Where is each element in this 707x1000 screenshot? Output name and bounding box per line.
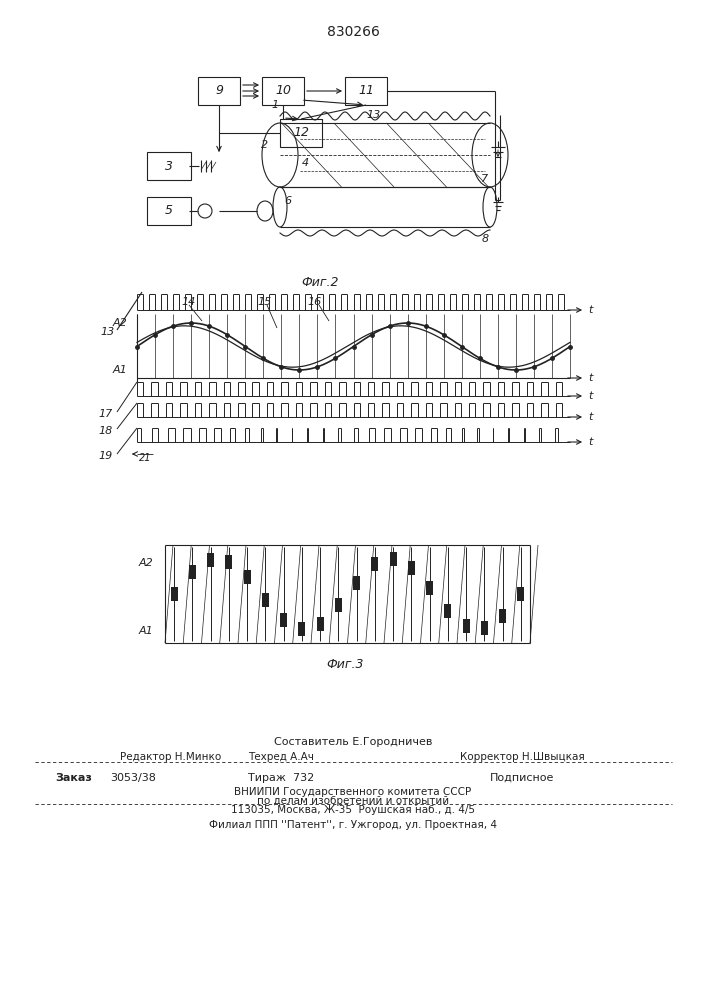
Text: 16: 16	[308, 297, 322, 307]
Bar	[147, 152, 191, 180]
Bar	[445, 604, 451, 618]
Text: 17: 17	[99, 409, 113, 419]
Bar	[170, 587, 177, 601]
Text: t: t	[588, 412, 592, 422]
Bar	[408, 561, 415, 575]
Text: t: t	[588, 391, 592, 401]
Bar	[298, 622, 305, 636]
Text: 3053/38: 3053/38	[110, 773, 156, 783]
Text: 13: 13	[101, 327, 115, 337]
Text: 10: 10	[275, 85, 291, 98]
Bar	[147, 197, 191, 225]
Text: Редактор Н.Минко: Редактор Н.Минко	[120, 752, 221, 762]
Bar	[198, 77, 240, 105]
Bar	[371, 557, 378, 571]
Bar	[189, 565, 196, 579]
Text: 1: 1	[271, 100, 279, 110]
Text: A1: A1	[139, 626, 153, 636]
Text: Филиал ППП ''Патент'', г. Ужгород, ул. Проектная, 4: Филиал ППП ''Патент'', г. Ужгород, ул. П…	[209, 820, 497, 830]
Text: 6: 6	[284, 196, 291, 206]
Text: 19: 19	[99, 451, 113, 461]
Text: A1: A1	[112, 365, 127, 375]
Text: A2: A2	[139, 558, 153, 568]
Bar	[335, 598, 342, 612]
Text: Корректор Н.Швыцкая: Корректор Н.Швыцкая	[460, 752, 585, 762]
Text: 13: 13	[367, 110, 381, 120]
Text: 4: 4	[301, 158, 308, 168]
Bar	[518, 587, 525, 601]
Bar	[262, 593, 269, 607]
Text: 8: 8	[481, 234, 489, 244]
Bar	[207, 553, 214, 567]
Text: по делам изобретений и открытий: по делам изобретений и открытий	[257, 796, 449, 806]
Bar	[426, 581, 433, 595]
Text: Заказ: Заказ	[55, 773, 92, 783]
Text: 5: 5	[165, 205, 173, 218]
Text: Тираж  732: Тираж 732	[248, 773, 314, 783]
Text: 2: 2	[262, 140, 269, 150]
Text: t: t	[588, 437, 592, 447]
Bar	[226, 555, 233, 569]
Text: 113035, Москва, Ж-35  Роушская наб., д. 4/5: 113035, Москва, Ж-35 Роушская наб., д. 4…	[231, 805, 475, 815]
Text: 11: 11	[358, 85, 374, 98]
Text: ВНИИПИ Государственного комитета СССР: ВНИИПИ Государственного комитета СССР	[235, 787, 472, 797]
Text: 12: 12	[293, 126, 309, 139]
Bar	[317, 617, 324, 631]
Bar	[499, 609, 506, 623]
Text: Составитель Е.Городничев: Составитель Е.Городничев	[274, 737, 432, 747]
Text: t: t	[588, 373, 592, 383]
Bar	[262, 77, 304, 105]
Text: A2: A2	[112, 318, 127, 328]
Bar	[244, 570, 250, 584]
Text: Фиг.3: Фиг.3	[326, 658, 363, 672]
Text: 9: 9	[215, 85, 223, 98]
Text: 18: 18	[99, 426, 113, 436]
Text: 14: 14	[182, 297, 196, 307]
Text: 15: 15	[258, 297, 272, 307]
Text: 21: 21	[139, 453, 151, 463]
Bar	[345, 77, 387, 105]
Text: 7: 7	[481, 174, 489, 184]
Text: Фиг.2: Фиг.2	[301, 275, 339, 288]
Bar	[390, 552, 397, 566]
Text: 3: 3	[165, 159, 173, 172]
Bar	[481, 621, 488, 635]
Bar	[280, 119, 322, 147]
Bar	[462, 619, 469, 633]
Text: Техред А.Ач: Техред А.Ач	[248, 752, 314, 762]
Text: t: t	[588, 305, 592, 315]
Text: 830266: 830266	[327, 25, 380, 39]
Bar	[353, 576, 360, 590]
Text: Подписное: Подписное	[490, 773, 554, 783]
Bar	[280, 613, 287, 627]
